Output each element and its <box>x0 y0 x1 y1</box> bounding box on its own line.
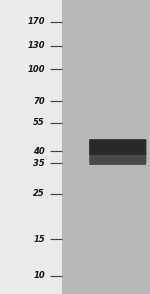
Text: 10: 10 <box>33 271 45 280</box>
Text: 25: 25 <box>33 189 45 198</box>
Text: 100: 100 <box>27 65 45 74</box>
FancyBboxPatch shape <box>0 0 62 294</box>
FancyBboxPatch shape <box>89 139 146 155</box>
Text: 170: 170 <box>27 17 45 26</box>
Text: 70: 70 <box>33 97 45 106</box>
Text: 35: 35 <box>33 159 45 168</box>
FancyBboxPatch shape <box>89 152 146 165</box>
Text: 55: 55 <box>33 118 45 127</box>
Text: 130: 130 <box>27 41 45 50</box>
Text: 15: 15 <box>33 235 45 244</box>
Text: 40: 40 <box>33 147 45 156</box>
